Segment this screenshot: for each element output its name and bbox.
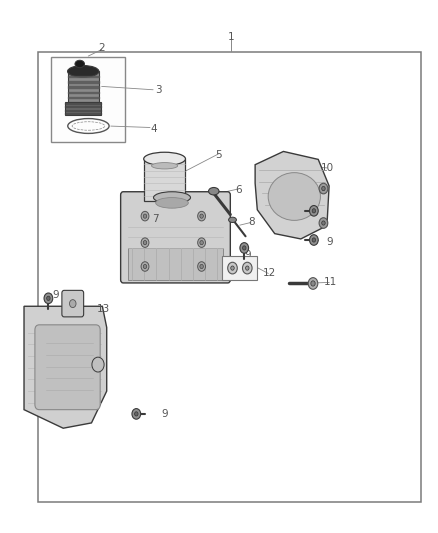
Ellipse shape <box>312 209 316 213</box>
Ellipse shape <box>246 266 249 270</box>
Ellipse shape <box>208 188 219 195</box>
Ellipse shape <box>198 262 205 271</box>
Ellipse shape <box>319 217 328 228</box>
Ellipse shape <box>143 214 147 218</box>
Ellipse shape <box>92 357 104 372</box>
Bar <box>127 248 223 280</box>
Ellipse shape <box>231 266 234 270</box>
Text: 10: 10 <box>321 164 334 173</box>
Ellipse shape <box>144 195 185 208</box>
Text: 12: 12 <box>262 269 276 278</box>
Ellipse shape <box>134 412 138 416</box>
Ellipse shape <box>308 278 318 289</box>
Polygon shape <box>24 306 107 428</box>
Ellipse shape <box>228 262 237 274</box>
Ellipse shape <box>75 60 85 68</box>
Ellipse shape <box>141 262 149 271</box>
Ellipse shape <box>143 264 147 269</box>
Ellipse shape <box>198 238 205 247</box>
Text: 4: 4 <box>150 124 157 134</box>
Ellipse shape <box>310 235 318 245</box>
Ellipse shape <box>132 409 141 419</box>
Text: 8: 8 <box>248 217 255 228</box>
Ellipse shape <box>200 264 203 269</box>
Ellipse shape <box>141 238 149 247</box>
Ellipse shape <box>243 262 252 274</box>
Ellipse shape <box>67 66 99 77</box>
Text: 6: 6 <box>235 184 242 195</box>
FancyBboxPatch shape <box>120 192 230 283</box>
Ellipse shape <box>240 243 249 253</box>
Ellipse shape <box>198 212 205 221</box>
Text: 7: 7 <box>152 214 159 224</box>
Text: 1: 1 <box>227 33 234 43</box>
Ellipse shape <box>229 217 237 222</box>
Ellipse shape <box>152 163 178 169</box>
Polygon shape <box>255 151 329 239</box>
Text: 9: 9 <box>244 251 251 260</box>
Ellipse shape <box>322 221 325 225</box>
Text: 3: 3 <box>155 85 161 95</box>
Ellipse shape <box>322 187 325 191</box>
Ellipse shape <box>243 246 246 250</box>
Polygon shape <box>65 102 102 115</box>
Text: 9: 9 <box>161 409 168 419</box>
Text: 2: 2 <box>98 43 105 53</box>
Ellipse shape <box>70 300 76 308</box>
Ellipse shape <box>200 214 203 218</box>
Bar <box>223 256 257 280</box>
Ellipse shape <box>311 281 315 286</box>
Ellipse shape <box>44 293 53 304</box>
Ellipse shape <box>319 183 328 194</box>
Polygon shape <box>144 159 185 201</box>
Ellipse shape <box>153 192 191 204</box>
Text: 9: 9 <box>316 206 322 216</box>
Ellipse shape <box>312 238 316 242</box>
Ellipse shape <box>155 198 188 208</box>
Bar <box>39 52 421 503</box>
Ellipse shape <box>47 296 50 301</box>
Ellipse shape <box>141 212 149 221</box>
Polygon shape <box>67 71 99 102</box>
Bar <box>51 57 125 142</box>
Ellipse shape <box>144 152 185 165</box>
Text: 9: 9 <box>327 237 333 247</box>
Text: 5: 5 <box>215 150 223 160</box>
Text: 9: 9 <box>53 289 59 300</box>
Ellipse shape <box>268 173 321 220</box>
Ellipse shape <box>200 240 203 245</box>
Ellipse shape <box>143 240 147 245</box>
FancyBboxPatch shape <box>62 290 84 317</box>
FancyBboxPatch shape <box>35 325 100 410</box>
Ellipse shape <box>310 206 318 216</box>
Text: 11: 11 <box>323 277 337 287</box>
Text: 13: 13 <box>97 304 110 314</box>
